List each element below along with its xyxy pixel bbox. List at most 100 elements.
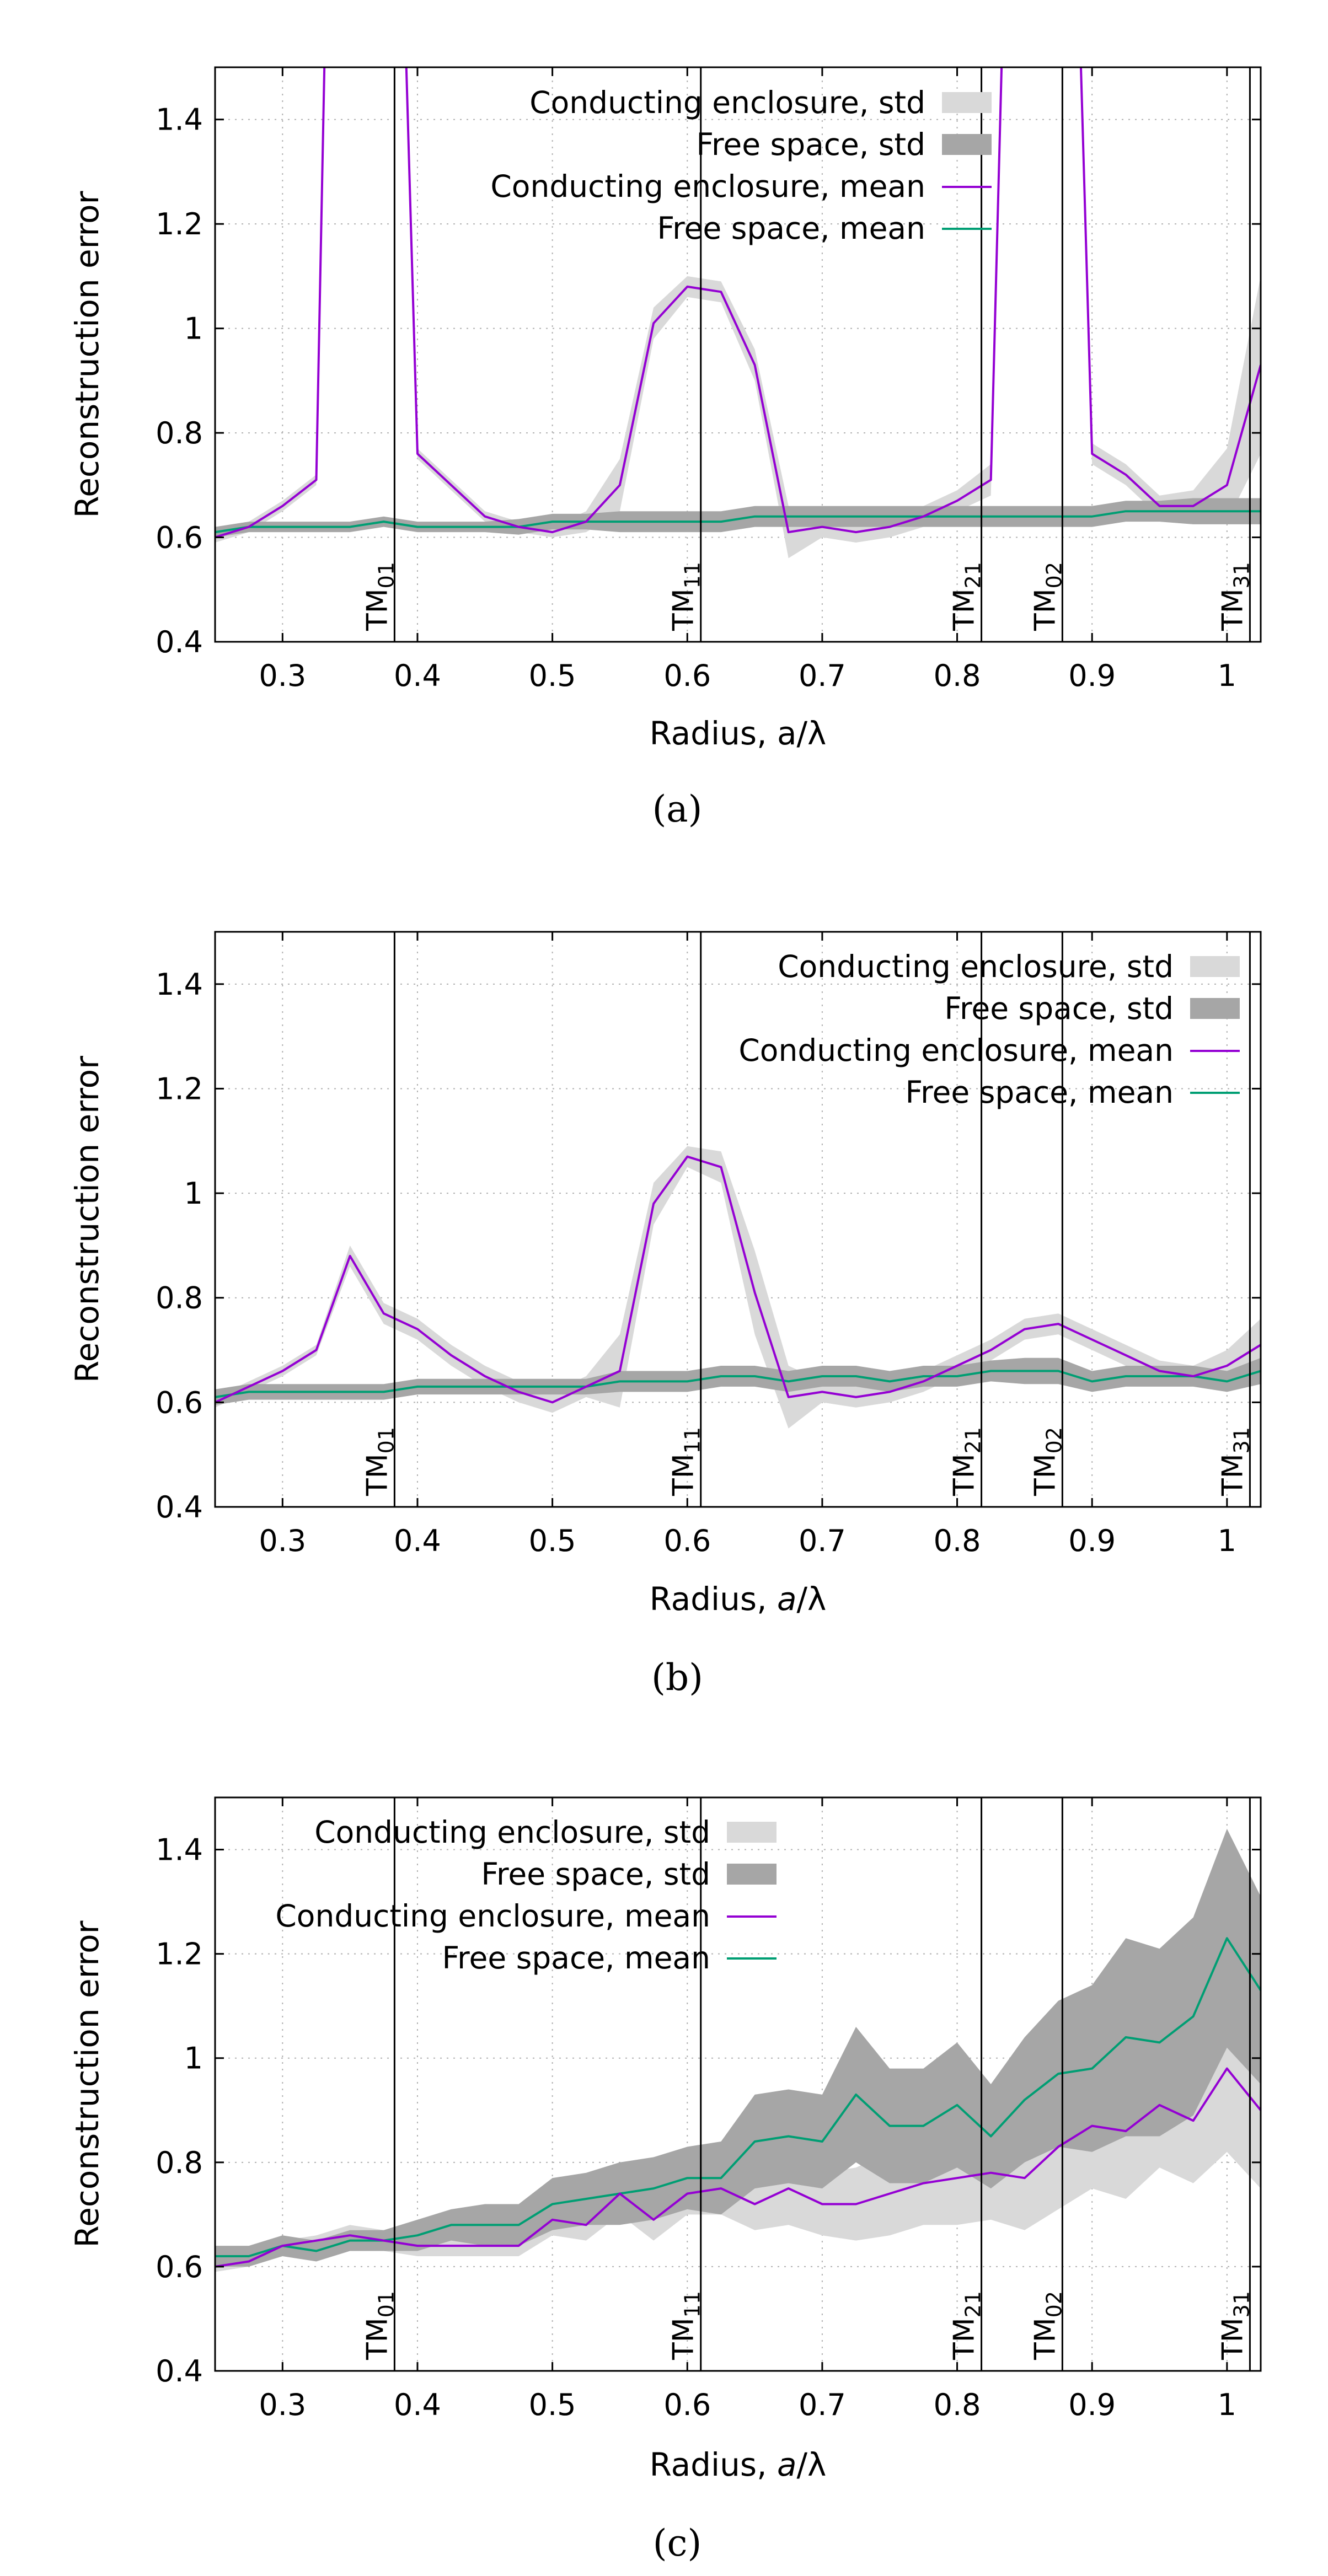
- panel-label: (c): [653, 2522, 702, 2564]
- legend-swatch-box: [727, 1822, 777, 1843]
- legend-swatch-box: [942, 134, 992, 155]
- legend-swatch-box: [942, 92, 992, 113]
- x-tick-label: 0.8: [934, 1523, 981, 1558]
- x-axis-label-part: a: [777, 2446, 797, 2483]
- x-tick-label: 0.8: [934, 2387, 981, 2422]
- x-tick-label: 1: [1218, 1523, 1236, 1558]
- x-axis-label-part: a: [777, 1580, 797, 1618]
- mode-label-base: TM: [667, 1453, 700, 1496]
- conducting-std-band: [215, 67, 1261, 559]
- x-axis-label-part: Radius, a/λ: [650, 715, 827, 752]
- x-tick-label: 0.4: [394, 658, 441, 693]
- mode-label-sub: 01: [374, 562, 398, 588]
- free-std-band: [215, 1828, 1261, 2267]
- legend-label: Free space, mean: [657, 211, 926, 246]
- x-tick-label: 0.9: [1068, 1523, 1116, 1558]
- mode-label-sub: 11: [681, 2291, 705, 2317]
- y-tick-label: 1.2: [156, 1937, 203, 1972]
- conducting-std-band: [215, 1146, 1261, 1429]
- x-tick-label: 1: [1218, 2387, 1236, 2422]
- x-axis-label: Radius, a/λ: [650, 2446, 827, 2483]
- legend-label: Free space, std: [696, 127, 925, 162]
- mode-label-base: TM: [361, 2317, 394, 2360]
- mode-label-tm01: TM01: [361, 2291, 398, 2360]
- x-tick-label: 0.4: [394, 1523, 441, 1558]
- mode-label-base: TM: [948, 588, 981, 631]
- x-tick-label: 0.6: [663, 1523, 711, 1558]
- x-tick-label: 0.6: [663, 658, 711, 693]
- mode-label-base: TM: [1216, 1453, 1249, 1496]
- legend-label: Free space, std: [481, 1856, 710, 1892]
- mode-label-tm21: TM21: [948, 1427, 986, 1496]
- y-tick-label: 1.2: [156, 1071, 203, 1106]
- x-axis-label-part: /λ: [797, 1580, 827, 1618]
- y-axis-label: Reconstruction error: [68, 191, 106, 518]
- x-axis-label-part: Radius,: [650, 1580, 777, 1618]
- mode-label-sub: 02: [1042, 562, 1066, 588]
- mode-label-tm11: TM11: [667, 2291, 705, 2360]
- plot-frame: [214, 66, 1262, 643]
- mode-label-tm02: TM02: [1029, 2291, 1066, 2360]
- x-tick-label: 0.7: [799, 658, 846, 693]
- free-space-mean-line: [215, 510, 1261, 534]
- mode-label-sub: 31: [1229, 1427, 1254, 1453]
- x-tick-label: 0.9: [1068, 2387, 1116, 2422]
- plot-area: [215, 1828, 1261, 2272]
- x-tick-label: 0.5: [529, 1523, 576, 1558]
- legend-label: Conducting enclosure, mean: [738, 1033, 1174, 1068]
- plot-area: [215, 67, 1261, 559]
- mode-label-base: TM: [361, 588, 394, 631]
- mode-label-sub: 21: [961, 562, 986, 588]
- x-axis-label-part: Radius,: [650, 2446, 777, 2483]
- y-tick-label: 0.4: [156, 625, 203, 659]
- legend-label: Free space, mean: [442, 1940, 711, 1976]
- y-tick-label: 1.4: [156, 1833, 203, 1867]
- mode-label-tm02: TM02: [1029, 562, 1066, 631]
- legend-label: Conducting enclosure, std: [314, 1815, 710, 1850]
- mode-label-tm02: TM02: [1029, 1427, 1066, 1496]
- mode-label-tm01: TM01: [361, 562, 398, 631]
- mode-label-tm31: TM31: [1216, 562, 1254, 631]
- x-tick-label: 1: [1218, 658, 1236, 693]
- conducting-std-band: [215, 1985, 1261, 2272]
- legend-label: Conducting enclosure, std: [778, 949, 1174, 984]
- panel-label: (a): [652, 788, 703, 830]
- x-axis-label: Radius, a/λ: [650, 715, 827, 752]
- legend-label: Conducting enclosure, mean: [275, 1898, 710, 1934]
- x-tick-label: 0.8: [934, 658, 981, 693]
- mode-label-tm01: TM01: [361, 1427, 398, 1496]
- y-tick-label: 1: [184, 2041, 203, 2076]
- y-tick-label: 0.4: [156, 2354, 203, 2389]
- y-tick-label: 0.6: [156, 520, 203, 555]
- mode-label-base: TM: [1029, 2317, 1062, 2360]
- y-tick-label: 1: [184, 1176, 203, 1211]
- mode-label-sub: 02: [1042, 1427, 1066, 1453]
- legend-label: Free space, mean: [906, 1075, 1174, 1110]
- x-axis-label: Radius, a/λ: [650, 1580, 827, 1618]
- mode-label-base: TM: [1029, 1453, 1062, 1496]
- mode-label-sub: 31: [1229, 2291, 1254, 2317]
- y-tick-label: 1.4: [156, 967, 203, 1002]
- legend: Conducting enclosure, std Free space, std…: [275, 1815, 777, 1976]
- x-tick-label: 0.6: [663, 2387, 711, 2422]
- panel-label: (b): [651, 1656, 703, 1699]
- plot-frame: [214, 931, 1262, 1508]
- x-tick-label: 0.3: [259, 2387, 306, 2422]
- mode-label-base: TM: [948, 2317, 981, 2360]
- legend-swatch-box: [1190, 956, 1240, 977]
- mode-label-base: TM: [667, 2317, 700, 2360]
- x-tick-label: 0.4: [394, 2387, 441, 2422]
- y-tick-label: 0.6: [156, 2250, 203, 2284]
- legend-label: Free space, std: [944, 991, 1174, 1026]
- legend-swatch-box: [727, 1864, 777, 1885]
- free-std-band: [215, 498, 1261, 538]
- free-space-mean-line: [215, 1370, 1261, 1398]
- mode-label-base: TM: [948, 1453, 981, 1496]
- legend-label: Conducting enclosure, mean: [490, 169, 925, 204]
- x-tick-label: 0.7: [799, 1523, 846, 1558]
- x-tick-label: 0.9: [1068, 658, 1116, 693]
- mode-label-sub: 21: [961, 2291, 986, 2317]
- mode-label-base: TM: [1029, 588, 1062, 631]
- legend: Conducting enclosure, std Free space, std…: [490, 85, 992, 246]
